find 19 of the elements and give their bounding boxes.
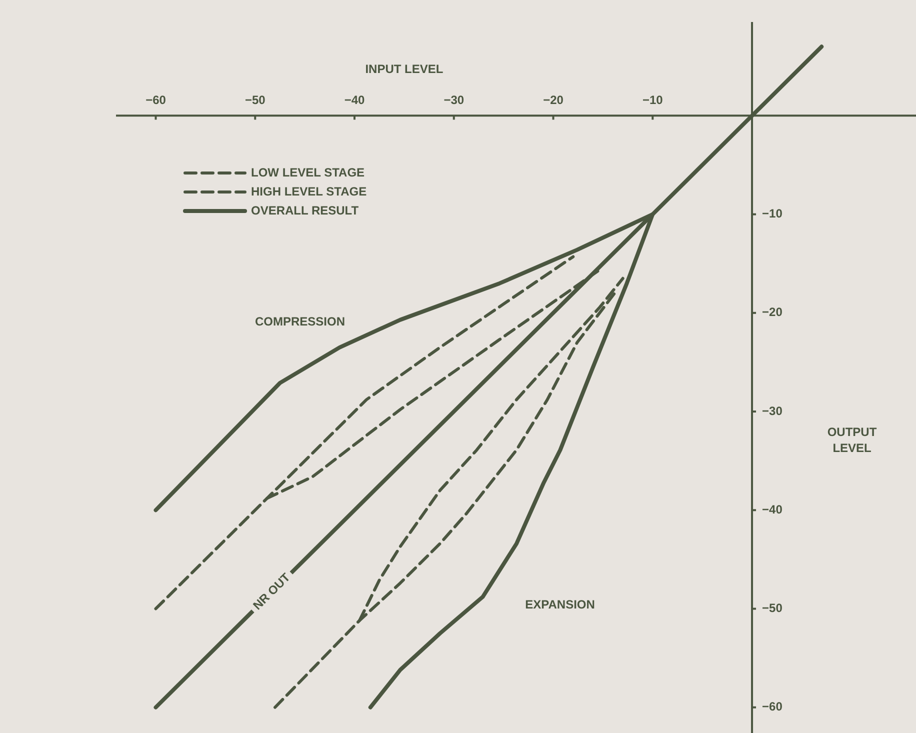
y-tick-label: −20 [762,305,783,320]
legend-label: HIGH LEVEL STAGE [251,184,367,198]
x-tick-label: −30 [444,92,464,107]
y-axis-title: OUTPUT LEVEL [827,425,878,456]
x-tick-label: −10 [642,92,664,107]
y-tick-label: −40 [762,502,783,516]
annotation: EXPANSION [525,597,595,612]
x-tick-label: −20 [543,92,564,107]
legend-label: OVERALL RESULT [251,203,360,218]
x-axis-title: INPUT LEVEL [365,62,444,76]
x-tick-label: −60 [146,92,166,107]
annotation: COMPRESSION [254,314,346,328]
legend-label: LOW LEVEL STAGE [251,165,365,180]
x-tick-label: −40 [344,92,366,107]
y-tick-label: −10 [762,206,783,221]
y-tick-label: −60 [762,700,783,714]
x-tick-label: −50 [244,92,266,107]
y-tick-label: −50 [762,601,783,616]
y-tick-label: −30 [762,404,783,418]
